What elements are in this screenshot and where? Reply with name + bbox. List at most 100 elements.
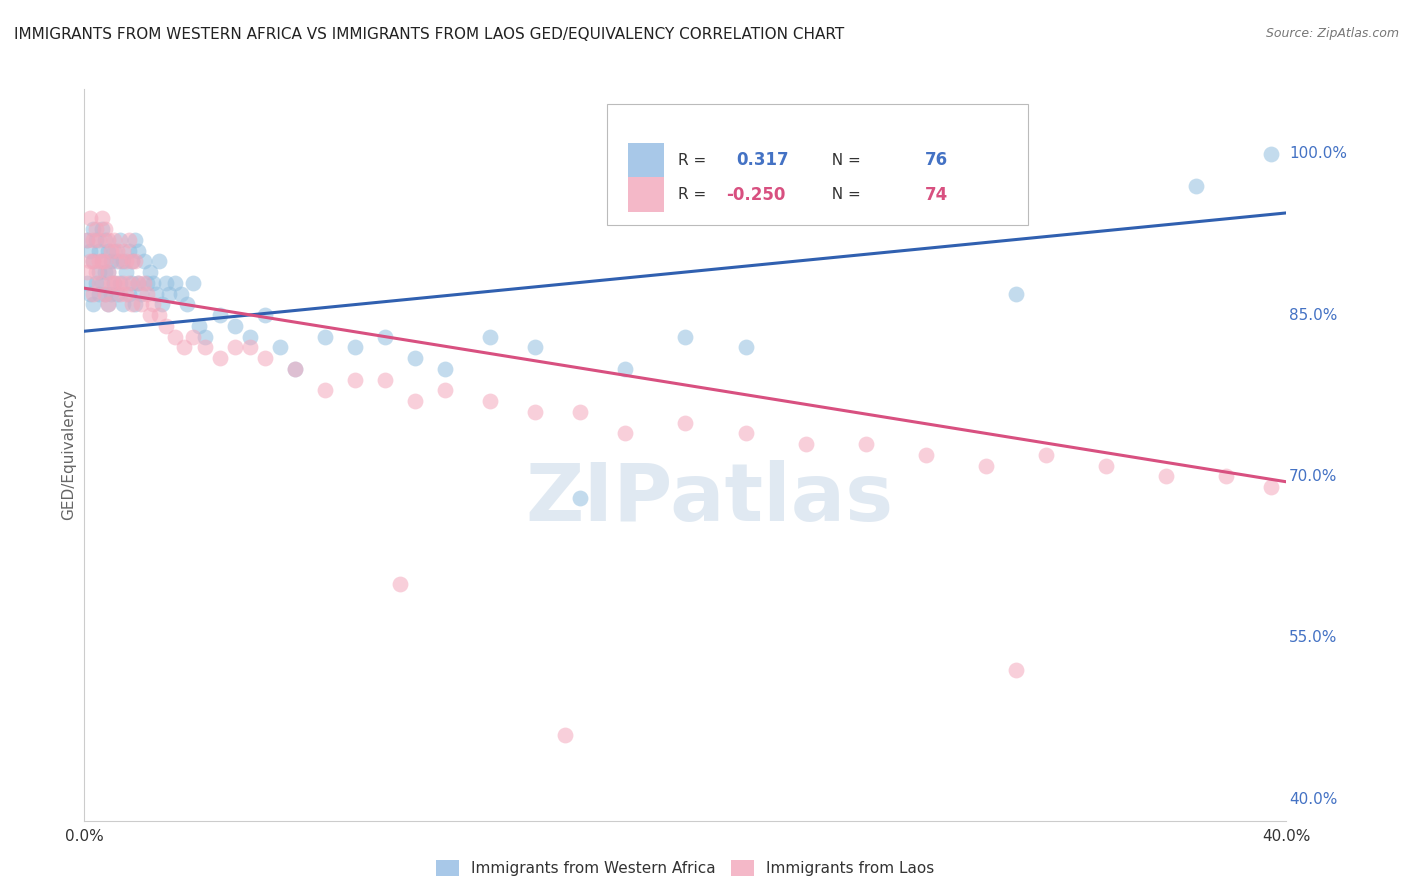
Point [163,329,186,343]
Point [94,222,117,236]
Point [76,276,98,290]
Point [79,254,101,268]
Point [157,286,180,301]
Point [145,286,167,301]
Point [103,244,125,258]
Point [97,244,120,258]
Point [97,233,120,247]
Point [121,254,143,268]
Point [148,254,170,268]
Text: Source: ZipAtlas.com: Source: ZipAtlas.com [1265,27,1399,40]
Point [1260,146,1282,161]
Point [569,405,592,419]
Point [404,394,426,409]
Text: 40.0%: 40.0% [1289,791,1337,806]
Point [208,308,231,322]
Point [181,329,204,343]
Point [127,244,149,258]
Point [127,276,149,290]
Point [855,437,877,451]
Point [173,340,195,354]
Point [1185,179,1208,194]
Point [284,362,307,376]
Point [110,286,132,301]
Point [110,276,132,290]
Point [139,265,162,279]
Point [115,265,138,279]
Point [112,254,135,268]
Point [89,244,111,258]
Text: 74: 74 [925,186,948,203]
Point [134,254,156,268]
Point [388,577,411,591]
Point [107,276,129,290]
Point [434,362,457,376]
Point [163,276,186,290]
Text: -0.250: -0.250 [727,186,786,203]
Point [79,286,101,301]
Text: 100.0%: 100.0% [1289,146,1347,161]
Y-axis label: GED/Equivalency: GED/Equivalency [60,390,76,520]
Point [155,318,177,333]
Point [100,244,122,258]
Point [1215,469,1237,483]
Point [269,340,291,354]
Point [121,276,143,290]
Point [1260,480,1282,494]
Point [121,254,143,268]
Point [124,297,146,311]
Point [86,233,108,247]
Point [79,244,101,258]
Point [131,297,153,311]
Point [253,351,276,365]
Point [115,286,138,301]
Point [110,254,132,268]
Point [97,265,120,279]
Point [121,297,143,311]
Point [86,276,108,290]
Point [675,329,697,343]
Point [103,233,125,247]
Text: R =: R = [678,187,711,202]
Point [131,286,153,301]
Point [76,265,98,279]
Text: ZIPatlas: ZIPatlas [526,459,894,538]
Point [284,362,307,376]
Point [107,286,129,301]
Point [82,233,104,247]
Text: R =: R = [678,153,711,168]
Point [524,405,547,419]
Point [118,233,141,247]
Point [82,222,104,236]
Point [89,286,111,301]
Point [152,297,174,311]
Point [124,254,146,268]
Point [91,222,114,236]
Point [82,297,104,311]
Point [100,286,122,301]
Point [124,233,146,247]
Point [1005,286,1028,301]
Point [343,340,366,354]
Point [194,329,217,343]
Point [614,362,637,376]
Point [82,254,104,268]
Point [434,384,457,398]
Text: 85.0%: 85.0% [1289,308,1337,323]
Legend: Immigrants from Western Africa, Immigrants from Laos: Immigrants from Western Africa, Immigran… [430,855,941,882]
Point [1095,458,1118,473]
Point [89,233,111,247]
Point [374,329,396,343]
Point [569,491,592,505]
Point [176,297,198,311]
Point [136,286,159,301]
Point [675,416,697,430]
Point [91,254,114,268]
Point [148,308,170,322]
Point [112,297,135,311]
Point [139,308,162,322]
Point [97,297,120,311]
Point [224,340,246,354]
Point [208,351,231,365]
Point [94,286,117,301]
